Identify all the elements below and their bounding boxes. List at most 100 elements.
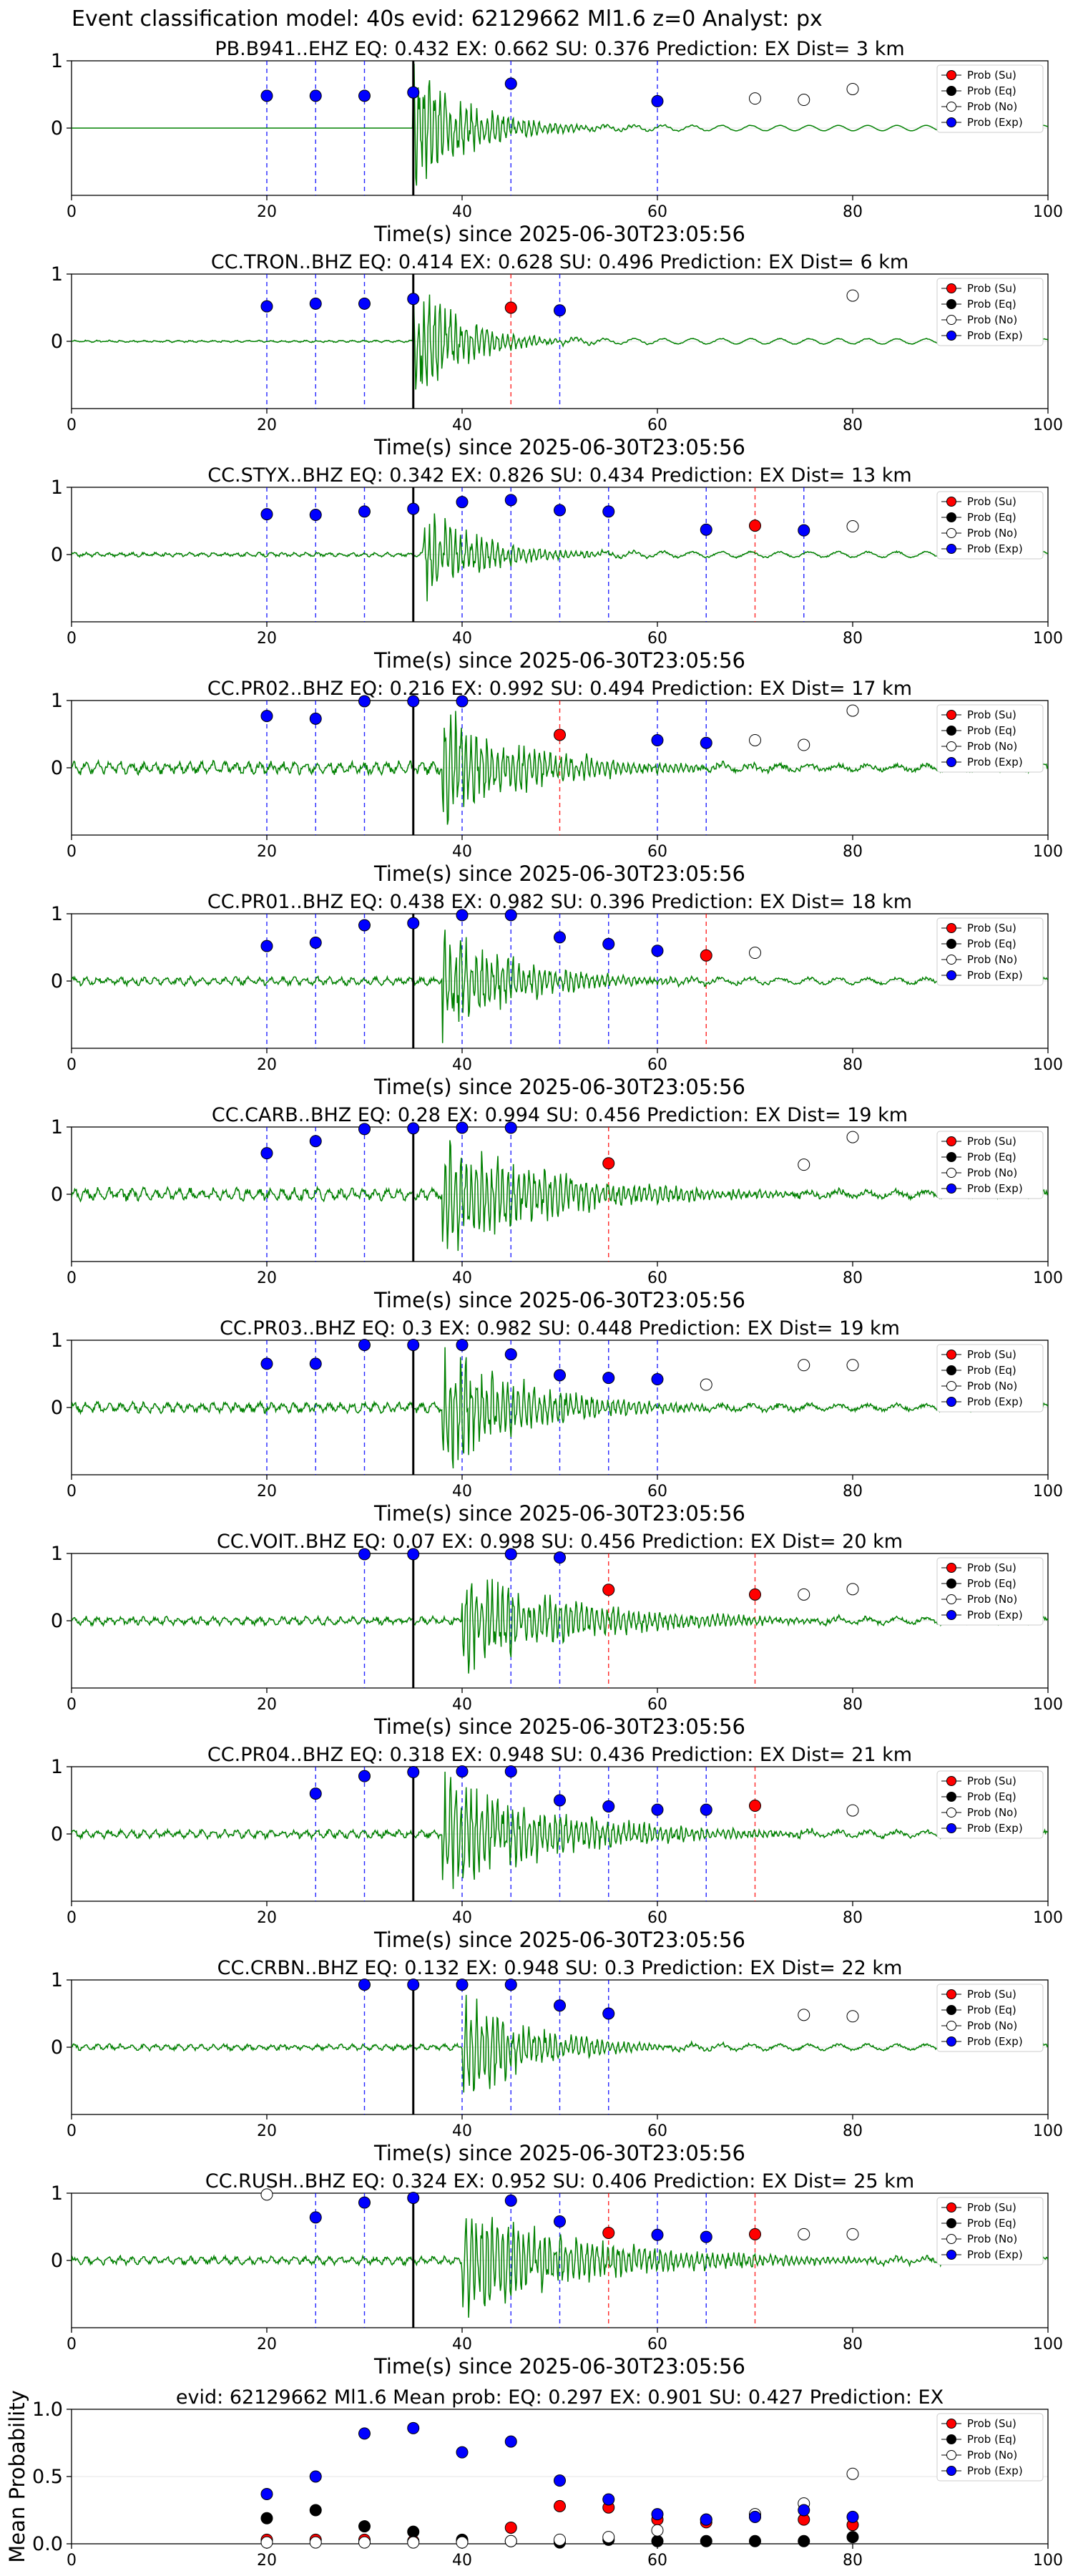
prob-point-exp bbox=[358, 505, 371, 518]
legend-label-exp: Prob (Exp) bbox=[967, 969, 1023, 982]
prob-point-exp bbox=[456, 695, 469, 708]
panel-title: CC.VOIT..BHZ EQ: 0.07 EX: 0.998 SU: 0.45… bbox=[217, 1531, 903, 1553]
station-panel-1: PB.B941..EHZ EQ: 0.432 EX: 0.662 SU: 0.3… bbox=[51, 38, 1063, 246]
legend-label-no: Prob (No) bbox=[967, 2449, 1017, 2462]
prob-point-eq bbox=[407, 2525, 420, 2538]
legend-box bbox=[936, 1770, 1044, 1839]
seismogram-trace bbox=[72, 1579, 1048, 1674]
seismogram-trace bbox=[72, 2217, 1048, 2318]
x-tick-label: 80 bbox=[843, 2336, 863, 2353]
prob-point-exp bbox=[651, 94, 664, 107]
y-tick-label: 1 bbox=[51, 1543, 63, 1565]
x-tick-label: 100 bbox=[1033, 2552, 1063, 2570]
legend-marker-no bbox=[946, 1807, 956, 1818]
prob-point-su bbox=[749, 1800, 761, 1813]
legend-label-su: Prob (Su) bbox=[967, 2201, 1016, 2214]
x-tick-label: 80 bbox=[843, 1483, 863, 1501]
legend-label-no: Prob (No) bbox=[967, 2233, 1017, 2245]
x-tick-label: 0 bbox=[67, 2552, 77, 2570]
prob-point-no bbox=[358, 2536, 371, 2549]
x-axis-label: Time(s) since 2025-06-30T23:05:56 bbox=[373, 1714, 745, 1739]
panels: PB.B941..EHZ EQ: 0.432 EX: 0.662 SU: 0.3… bbox=[5, 38, 1063, 2570]
legend-marker-su bbox=[946, 1350, 956, 1360]
legend-label-eq: Prob (Eq) bbox=[967, 511, 1016, 524]
seismogram-trace bbox=[72, 1140, 1048, 1252]
legend-label-eq: Prob (Eq) bbox=[967, 2433, 1016, 2446]
prob-point-eq bbox=[749, 2534, 761, 2547]
prob-point-exp bbox=[358, 297, 371, 310]
seismogram-trace bbox=[72, 63, 1048, 186]
legend-label-no: Prob (No) bbox=[967, 527, 1017, 540]
x-tick-label: 60 bbox=[647, 2336, 667, 2353]
prob-point-no bbox=[846, 704, 859, 717]
panel-title: CC.CRBN..BHZ EQ: 0.132 EX: 0.948 SU: 0.3… bbox=[217, 1957, 903, 1979]
station-panel-2: CC.TRON..BHZ EQ: 0.414 EX: 0.628 SU: 0.4… bbox=[51, 251, 1063, 459]
prob-point-exp bbox=[651, 1373, 664, 1386]
y-tick-label: 0 bbox=[51, 1397, 63, 1419]
x-tick-label: 0 bbox=[67, 1056, 77, 1074]
x-tick-label: 20 bbox=[257, 1483, 277, 1501]
prob-point-exp bbox=[260, 300, 273, 313]
x-tick-label: 80 bbox=[843, 203, 863, 221]
prob-point-no bbox=[846, 1804, 859, 1817]
prob-point-no bbox=[651, 2524, 664, 2537]
prob-point-exp bbox=[554, 2215, 566, 2228]
prob-point-exp bbox=[602, 505, 615, 518]
prob-point-exp bbox=[504, 1765, 517, 1778]
panel-title: CC.PR02..BHZ EQ: 0.216 EX: 0.992 SU: 0.4… bbox=[207, 678, 912, 700]
y-tick-label: 1.0 bbox=[32, 2399, 63, 2421]
legend-marker-exp bbox=[946, 117, 956, 127]
prob-point-exp bbox=[309, 297, 322, 310]
prob-point-exp bbox=[309, 936, 322, 949]
legend-marker-exp bbox=[946, 1823, 956, 1833]
legend-label-exp: Prob (Exp) bbox=[967, 542, 1023, 555]
y-tick-label: 1 bbox=[51, 690, 63, 712]
y-axis-label: Mean Probability bbox=[5, 2390, 29, 2563]
x-axis-label: Time(s) since 2025-06-30T23:05:56 bbox=[373, 1288, 745, 1312]
prob-point-exp bbox=[846, 2510, 859, 2523]
prob-point-no bbox=[260, 2536, 273, 2549]
prob-point-exp bbox=[358, 1123, 371, 1136]
prob-point-eq bbox=[358, 2520, 371, 2533]
station-panel-11: CC.RUSH..BHZ EQ: 0.324 EX: 0.952 SU: 0.4… bbox=[51, 2170, 1063, 2379]
legend-marker-eq bbox=[946, 1152, 956, 1162]
prob-point-exp bbox=[700, 523, 712, 536]
legend-box bbox=[936, 917, 1044, 986]
legend-label-su: Prob (Su) bbox=[967, 708, 1016, 721]
prob-point-exp bbox=[358, 2196, 371, 2209]
x-tick-label: 60 bbox=[647, 2122, 667, 2140]
prob-point-exp bbox=[798, 2504, 810, 2517]
legend-marker-no bbox=[946, 741, 956, 751]
legend-marker-no bbox=[946, 2021, 956, 2031]
x-tick-label: 0 bbox=[67, 843, 77, 861]
legend-label-no: Prob (No) bbox=[967, 2019, 1017, 2032]
legend-label-no: Prob (No) bbox=[967, 100, 1017, 113]
legend-label-su: Prob (Su) bbox=[967, 1988, 1016, 2001]
legend-label-eq: Prob (Eq) bbox=[967, 84, 1016, 97]
y-tick-label: 0 bbox=[51, 1823, 63, 1845]
prob-point-exp bbox=[554, 1369, 566, 1382]
x-tick-label: 20 bbox=[257, 630, 277, 648]
x-tick-label: 40 bbox=[452, 416, 472, 434]
legend-label-exp: Prob (Exp) bbox=[967, 116, 1023, 129]
prob-point-su bbox=[749, 1588, 761, 1601]
prob-point-exp bbox=[504, 77, 517, 90]
prob-point-no bbox=[260, 2188, 273, 2201]
legend-marker-eq bbox=[946, 939, 956, 949]
legend-label-su: Prob (Su) bbox=[967, 69, 1016, 82]
prob-point-no bbox=[749, 92, 761, 105]
legend-marker-eq bbox=[946, 1792, 956, 1802]
prob-point-exp bbox=[504, 494, 517, 507]
prob-point-exp bbox=[700, 736, 712, 749]
prob-point-exp bbox=[456, 496, 469, 509]
legend-box bbox=[936, 1557, 1044, 1626]
y-tick-label: 1 bbox=[51, 903, 63, 925]
seismogram-trace bbox=[72, 711, 1048, 825]
prob-point-no bbox=[798, 1158, 810, 1171]
legend-marker-su bbox=[946, 70, 956, 80]
prob-point-exp bbox=[407, 293, 420, 306]
x-tick-label: 100 bbox=[1033, 203, 1063, 221]
prob-point-exp bbox=[504, 1348, 517, 1361]
prob-point-exp bbox=[407, 2192, 420, 2205]
prob-point-exp bbox=[554, 2474, 566, 2487]
